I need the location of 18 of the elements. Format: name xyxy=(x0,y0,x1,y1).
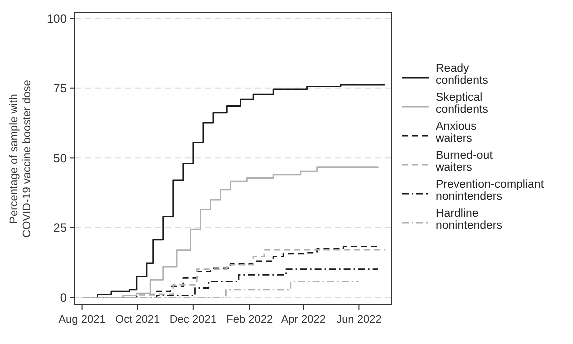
legend-label: Prevention-compliant nonintenders xyxy=(436,179,545,204)
y-axis-title: Percentage of sample with COVID-19 vaccine booster dose xyxy=(8,80,34,238)
y-tick-label: 25 xyxy=(54,221,68,236)
legend-label: Anxious waiters xyxy=(435,121,478,146)
y-tick-label: 0 xyxy=(60,290,68,305)
x-tick-label: Feb 2022 xyxy=(226,314,274,326)
x-tick-label: Dec 2021 xyxy=(170,314,217,326)
x-tick-label: Jun 2022 xyxy=(336,314,382,326)
legend-label: Skeptical confidents xyxy=(436,92,489,116)
y-tick-label: 50 xyxy=(54,151,68,166)
y-tick-label: 100 xyxy=(46,12,68,26)
legend-label: Hardline nonintenders xyxy=(436,208,503,232)
legend-label: Burned-out waiters xyxy=(435,150,494,174)
x-tick-label: Oct 2021 xyxy=(116,314,160,326)
y-tick-label: 75 xyxy=(54,82,68,96)
x-tick-label: Aug 2021 xyxy=(58,314,106,326)
x-tick-label: Apr 2022 xyxy=(281,314,326,326)
legend-label: Ready confidents xyxy=(436,63,489,88)
